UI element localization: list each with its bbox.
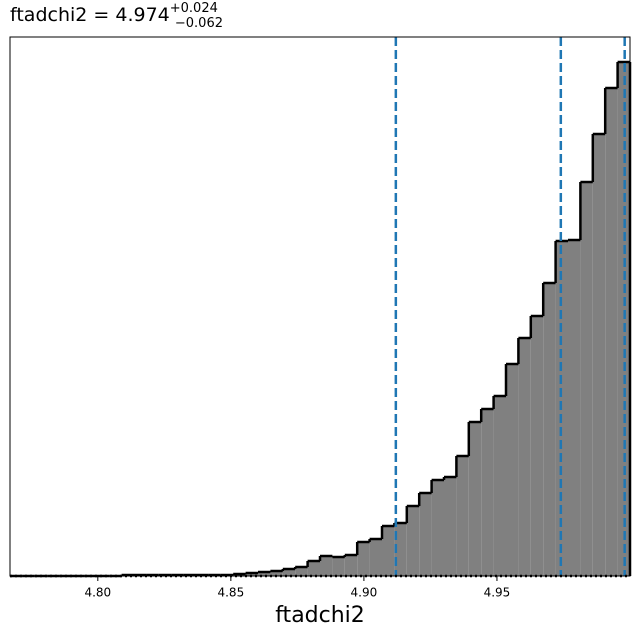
bar [481,409,494,576]
bar [518,338,531,576]
x-tick-label: 4.85 [217,586,244,600]
bar [468,422,482,576]
bar [307,561,320,576]
bar [543,283,556,576]
title-main: ftadchi2 = 4.974 [10,4,170,26]
plot-frame [9,36,631,577]
bar [394,523,407,576]
bar [456,456,469,576]
bar [344,555,358,576]
x-tick-label: 4.80 [84,586,111,600]
bar [493,396,506,576]
chart-title: ftadchi2 = 4.974+0.024 −0.062 [10,1,223,31]
bar [406,506,420,576]
bar [357,542,370,576]
title-sup: +0.024 [170,1,218,16]
bar [419,493,432,576]
bar [530,316,544,576]
bar [245,573,258,576]
bar [592,134,606,576]
x-tick-label: 4.90 [351,586,378,600]
bar [320,556,333,576]
bar [270,571,283,576]
bar [444,477,457,576]
bar [580,182,593,576]
x-tick-label: 4.95 [484,586,511,600]
bar [369,539,382,576]
bar [568,240,581,576]
bar [431,480,444,576]
bar [258,572,271,576]
bar [332,557,345,576]
bar [605,88,618,576]
bar [506,364,519,576]
x-axis-label: ftadchi2 [275,603,365,628]
title-sub: −0.062 [175,16,223,31]
bar [282,569,296,576]
bar [295,567,308,576]
bar [382,526,395,576]
